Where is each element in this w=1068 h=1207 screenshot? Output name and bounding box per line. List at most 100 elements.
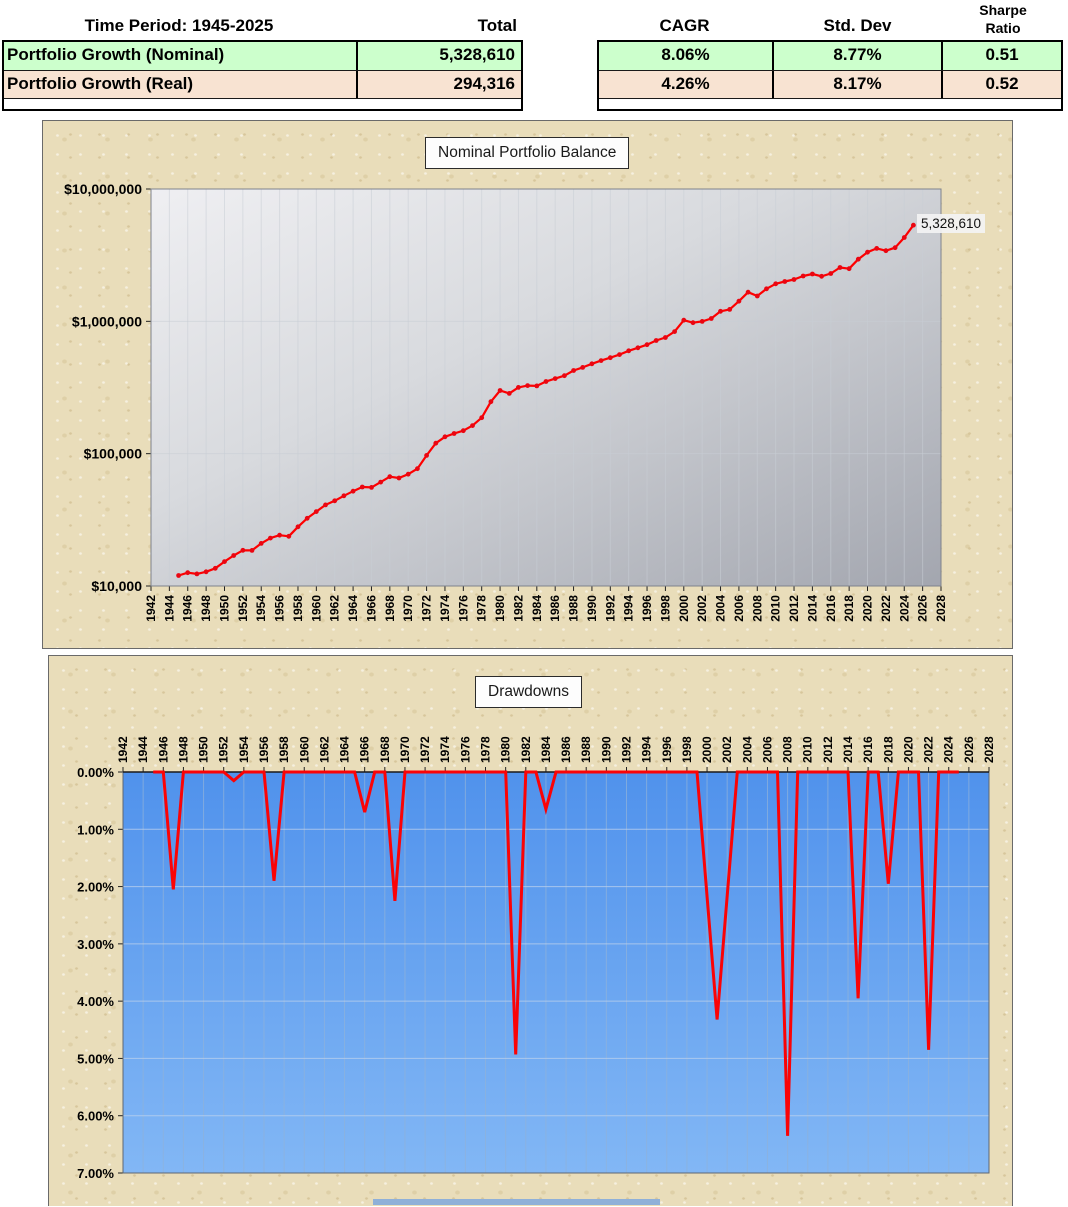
real-label-cell[interactable]: Portfolio Growth (Real) bbox=[7, 74, 194, 93]
svg-text:1970: 1970 bbox=[401, 595, 415, 622]
nominal-stddev-cell[interactable]: 8.77% bbox=[772, 42, 941, 70]
svg-text:$100,000: $100,000 bbox=[84, 446, 143, 462]
svg-text:7.00%: 7.00% bbox=[77, 1166, 114, 1181]
svg-text:1984: 1984 bbox=[530, 595, 544, 622]
svg-text:1952: 1952 bbox=[236, 595, 250, 622]
svg-text:1978: 1978 bbox=[479, 736, 493, 763]
final-value-label: 5,328,610 bbox=[917, 214, 986, 233]
total-column-header[interactable]: Total bbox=[477, 16, 517, 35]
svg-text:1994: 1994 bbox=[640, 736, 654, 763]
svg-text:1952: 1952 bbox=[217, 736, 231, 763]
svg-text:2008: 2008 bbox=[781, 736, 795, 763]
svg-text:1954: 1954 bbox=[254, 595, 268, 622]
svg-text:2026: 2026 bbox=[962, 736, 976, 763]
svg-text:1986: 1986 bbox=[548, 595, 562, 622]
svg-text:1946: 1946 bbox=[156, 736, 170, 763]
svg-text:1958: 1958 bbox=[277, 736, 291, 763]
sharpe-header-line1: Sharpe bbox=[979, 2, 1027, 18]
stddev-column-header[interactable]: Std. Dev bbox=[823, 16, 892, 35]
svg-text:2006: 2006 bbox=[732, 595, 746, 622]
svg-text:1946: 1946 bbox=[181, 595, 195, 622]
svg-text:2004: 2004 bbox=[714, 595, 728, 622]
svg-text:2008: 2008 bbox=[750, 595, 764, 622]
nominal-cagr-cell[interactable]: 8.06% bbox=[661, 45, 710, 64]
nominal-balance-chart[interactable]: 1942 1944 1946 1948 1950 1952 1954 1956 1958 1960… bbox=[42, 120, 1013, 649]
svg-text:6.00%: 6.00% bbox=[77, 1109, 114, 1124]
svg-text:1970: 1970 bbox=[398, 736, 412, 763]
sharpe-ratio-column-header[interactable]: Sharpe Ratio bbox=[943, 1, 1063, 37]
svg-text:2020: 2020 bbox=[901, 736, 915, 763]
svg-text:1968: 1968 bbox=[383, 595, 397, 622]
svg-text:1992: 1992 bbox=[603, 595, 617, 622]
svg-text:2022: 2022 bbox=[879, 595, 893, 622]
svg-text:1958: 1958 bbox=[291, 595, 305, 622]
svg-text:1978: 1978 bbox=[475, 595, 489, 622]
svg-text:1998: 1998 bbox=[680, 736, 694, 763]
svg-text:1950: 1950 bbox=[197, 736, 211, 763]
svg-text:1988: 1988 bbox=[579, 736, 593, 763]
svg-text:2026: 2026 bbox=[916, 595, 930, 622]
drawdowns-chart[interactable]: 1942 1944 1946 1948 1950 1952 1954 1956 1958 1960… bbox=[48, 655, 1013, 1206]
svg-text:2004: 2004 bbox=[740, 736, 754, 763]
svg-text:$10,000,000: $10,000,000 bbox=[64, 181, 142, 197]
drawdowns-plot: 1942 1944 1946 1948 1950 1952 1954 1956 1958 1960… bbox=[77, 736, 996, 1181]
svg-text:1942: 1942 bbox=[144, 595, 158, 622]
empty-row-sliver bbox=[4, 98, 521, 109]
cagr-column-header[interactable]: CAGR bbox=[659, 16, 710, 35]
table-row-real-stats: 4.26% 8.17% 0.52 bbox=[599, 70, 1061, 98]
svg-text:1966: 1966 bbox=[358, 736, 372, 763]
svg-text:1994: 1994 bbox=[622, 595, 636, 622]
real-total-cell[interactable]: 294,316 bbox=[356, 71, 521, 98]
nominal-total-cell[interactable]: 5,328,610 bbox=[356, 42, 521, 70]
svg-text:2.00%: 2.00% bbox=[77, 880, 114, 895]
svg-text:1972: 1972 bbox=[418, 736, 432, 763]
svg-text:1986: 1986 bbox=[559, 736, 573, 763]
svg-text:1990: 1990 bbox=[585, 595, 599, 622]
nominal-sharpe-cell[interactable]: 0.51 bbox=[941, 42, 1061, 70]
svg-text:1962: 1962 bbox=[317, 736, 331, 763]
svg-text:2020: 2020 bbox=[861, 595, 875, 622]
svg-text:3.00%: 3.00% bbox=[77, 937, 114, 952]
svg-text:$10,000: $10,000 bbox=[91, 578, 142, 594]
svg-text:1950: 1950 bbox=[217, 595, 231, 622]
svg-text:1960: 1960 bbox=[309, 595, 323, 622]
svg-text:1948: 1948 bbox=[176, 736, 190, 763]
svg-text:2000: 2000 bbox=[677, 595, 691, 622]
clipped-element-sliver bbox=[373, 1199, 660, 1205]
svg-text:1982: 1982 bbox=[519, 736, 533, 763]
svg-text:2028: 2028 bbox=[982, 736, 996, 763]
svg-text:1988: 1988 bbox=[567, 595, 581, 622]
svg-text:1960: 1960 bbox=[297, 736, 311, 763]
nominal-chart-title: Nominal Portfolio Balance bbox=[425, 137, 630, 169]
svg-text:1964: 1964 bbox=[338, 736, 352, 763]
table-row-nominal-stats: 8.06% 8.77% 0.51 bbox=[599, 42, 1061, 70]
svg-text:1968: 1968 bbox=[378, 736, 392, 763]
svg-text:1956: 1956 bbox=[257, 736, 271, 763]
svg-text:2006: 2006 bbox=[760, 736, 774, 763]
nominal-label-cell[interactable]: Portfolio Growth (Nominal) bbox=[7, 45, 225, 64]
statistics-table: 8.06% 8.77% 0.51 4.26% 8.17% 0.52 bbox=[597, 40, 1063, 111]
svg-text:2002: 2002 bbox=[695, 595, 709, 622]
svg-text:0.00%: 0.00% bbox=[77, 765, 114, 780]
svg-text:2028: 2028 bbox=[934, 595, 948, 622]
svg-text:1974: 1974 bbox=[438, 736, 452, 763]
svg-text:1972: 1972 bbox=[420, 595, 434, 622]
svg-text:2016: 2016 bbox=[824, 595, 838, 622]
svg-text:2012: 2012 bbox=[821, 736, 835, 763]
real-sharpe-cell[interactable]: 0.52 bbox=[941, 71, 1061, 98]
svg-text:1974: 1974 bbox=[438, 595, 452, 622]
real-stddev-cell[interactable]: 8.17% bbox=[772, 71, 941, 98]
time-period-header[interactable]: Time Period: 1945-2025 bbox=[84, 16, 274, 35]
svg-text:2018: 2018 bbox=[842, 595, 856, 622]
svg-text:1984: 1984 bbox=[539, 736, 553, 763]
svg-text:2024: 2024 bbox=[942, 736, 956, 763]
svg-text:1942: 1942 bbox=[116, 736, 130, 763]
svg-text:1954: 1954 bbox=[237, 736, 251, 763]
svg-text:1956: 1956 bbox=[273, 595, 287, 622]
real-cagr-cell[interactable]: 4.26% bbox=[661, 74, 710, 93]
svg-text:2010: 2010 bbox=[769, 595, 783, 622]
svg-text:1964: 1964 bbox=[346, 595, 360, 622]
svg-text:2000: 2000 bbox=[700, 736, 714, 763]
svg-text:1996: 1996 bbox=[660, 736, 674, 763]
drawdowns-chart-title: Drawdowns bbox=[475, 676, 582, 708]
